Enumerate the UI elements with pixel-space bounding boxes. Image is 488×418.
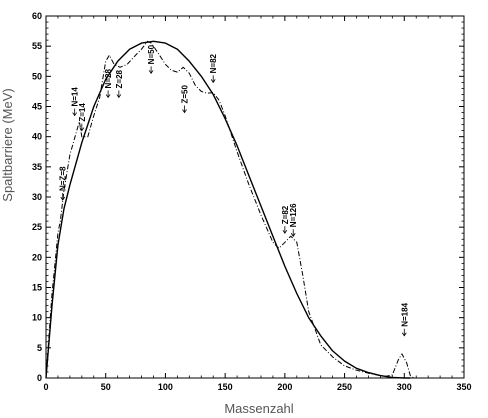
series-line-dashdot [45,40,415,379]
y-tick-label: 10 [32,313,42,323]
y-tick-label: 30 [32,192,42,202]
annotation-label: N=14 [71,87,80,107]
y-tick-label: 60 [32,11,42,21]
x-axis-ticks: 0 50 100 150 200 250 300 350 [43,16,472,392]
x-tick-label: 150 [218,382,233,392]
series-line-solid [45,40,411,379]
y-tick-label: 0 [37,373,42,383]
annotation-arrowhead [210,79,216,84]
x-tick-label: 350 [456,382,471,392]
x-tick-label: 200 [277,382,292,392]
y-tick-label: 15 [32,283,42,293]
annotation-arrowhead [290,232,296,237]
x-axis-label: Massenzahl [224,401,293,416]
annotation-label: N=Z=8 [59,166,68,191]
annotation-label: Z=14 [78,103,87,122]
shell-closure-annotations: N=Z=8N=14Z=14N=28 Z=28N=50Z=50N=82Z=82 N=1… [59,44,409,337]
annotation-label: N=82 [209,53,218,73]
x-tick-label: 250 [337,382,352,392]
annotation-arrowhead [182,109,187,114]
annotation-arrowhead [79,127,85,132]
y-axis-ticks: 0 5 10 15 20 25 30 35 40 45 50 55 60 [32,11,464,383]
annotation-arrowhead [60,196,66,201]
annotation-label: Z=82 [281,205,290,224]
y-tick-label: 40 [32,132,42,142]
y-tick-label: 50 [32,71,42,81]
annotation-arrowhead [401,332,407,337]
x-tick-label: 0 [43,382,48,392]
annotation-label: N=184 [400,302,409,326]
annotation-arrowhead [72,112,77,117]
x-tick-label: 50 [101,382,111,392]
y-tick-label: 35 [32,162,42,172]
annotation-arrowhead [116,94,122,99]
annotation-arrowhead [148,70,154,75]
annotation-label: N=126 [289,203,298,227]
annotation-label: N=50 [147,44,156,64]
annotation-label: Z=28 [115,69,124,88]
y-tick-label: 20 [32,252,42,262]
x-tick-label: 100 [158,382,173,392]
annotation-arrowhead [105,94,111,99]
y-tick-label: 45 [32,102,42,112]
y-tick-label: 5 [37,343,42,353]
annotation-label: N=28 [104,69,113,89]
y-tick-label: 25 [32,222,42,232]
x-tick-label: 300 [397,382,412,392]
annotation-label: Z=50 [181,85,190,104]
series-lines [45,40,415,379]
annotation-arrowhead [282,229,288,234]
y-tick-label: 55 [32,41,42,51]
y-axis-label: Spaltbarriere (MeV) [0,88,15,201]
